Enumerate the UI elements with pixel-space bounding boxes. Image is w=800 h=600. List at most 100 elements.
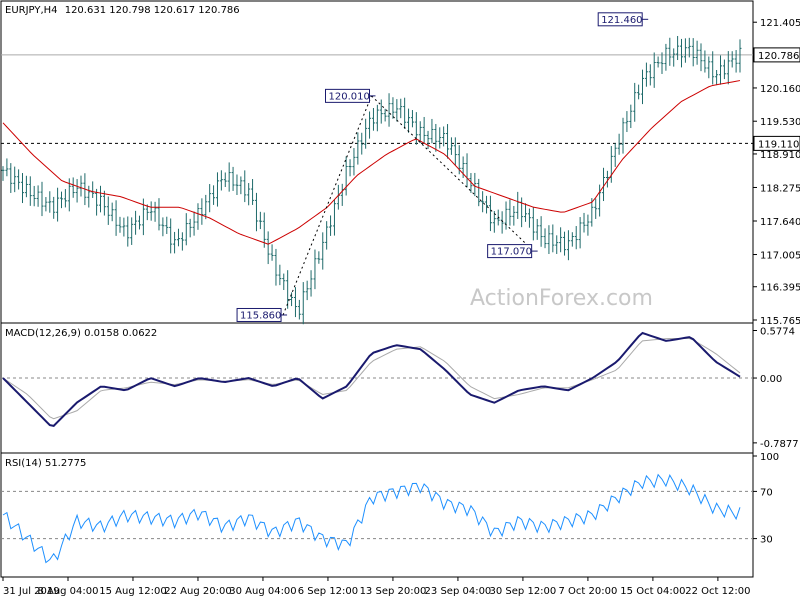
price-tick-label: 115.765 (760, 316, 800, 327)
price-candle (683, 38, 687, 63)
time-tick-label: 22 Aug 20:00 (164, 586, 231, 597)
price-candle (13, 166, 17, 193)
price-candle (578, 217, 582, 249)
price-candle (266, 231, 270, 265)
price-candle (399, 98, 403, 119)
price-tick-label: 119.530 (760, 117, 800, 128)
price-candle (59, 191, 63, 209)
price-candle (145, 204, 149, 221)
price-candle (305, 280, 309, 301)
price-candle (438, 127, 442, 149)
price-candle (251, 179, 255, 205)
time-tick-label: 30 Sep 12:00 (490, 586, 557, 597)
annotation-label: 120.010 (329, 91, 370, 102)
price-candle (488, 195, 492, 232)
price-candle (594, 198, 598, 219)
price-candle (32, 185, 36, 207)
price-candle (707, 56, 711, 79)
price-candle (481, 191, 485, 213)
pivot-annotation: 115.860 (236, 307, 288, 322)
price-candle (173, 231, 177, 254)
price-candle (344, 156, 348, 196)
pivot-annotation: 117.070 (487, 244, 538, 259)
time-tick-label: 7 Oct 20:00 (558, 586, 617, 597)
pivot-annotation: 121.460 (597, 12, 649, 27)
price-candle (375, 104, 379, 132)
price-candle (395, 99, 399, 122)
time-tick-label: 23 Sep 04:00 (425, 586, 492, 597)
price-candle (524, 203, 528, 222)
price-candle (348, 159, 352, 177)
price-panel-title: EURJPY,H4 120.631 120.798 120.617 120.78… (5, 5, 240, 16)
price-candle (301, 282, 305, 325)
price-candle (56, 187, 60, 222)
time-tick-label: 31 Jul 2019 (3, 586, 60, 597)
rsi-tick-label: 100 (760, 452, 779, 463)
price-candle (570, 232, 574, 247)
price-candle (629, 104, 633, 129)
pivot-annotation: 120.010 (325, 88, 376, 103)
rsi-panel-title: RSI(14) 51.2775 (5, 458, 86, 469)
price-candle (235, 174, 239, 195)
price-candle (231, 166, 235, 191)
symbol-label: EURJPY,H4 (5, 5, 58, 16)
price-candle (48, 191, 52, 213)
price-candle (368, 111, 372, 139)
price-candle (79, 175, 83, 197)
price-candle (110, 202, 114, 222)
price-candle (313, 249, 317, 290)
axis-layer: 121.405 120.160 119.530 118.910 118.275 117.6… (2, 18, 800, 597)
time-tick-label: 15 Oct 04:00 (620, 586, 685, 597)
price-candle (20, 173, 24, 204)
ohlc-readout: 120.631 120.798 120.617 120.786 (65, 5, 240, 16)
price-candle (660, 52, 664, 74)
price-candle (648, 64, 652, 86)
price-candle (258, 211, 262, 230)
price-candle (290, 292, 294, 307)
price-candle (130, 217, 134, 245)
price-candle (161, 217, 165, 237)
price-candle (134, 210, 138, 235)
watermark: ActionForex.com (470, 286, 653, 311)
macd-tick-label: -0.7877 (760, 439, 799, 450)
price-candle (508, 199, 512, 226)
price-candle (453, 137, 457, 166)
price-candle (738, 39, 742, 73)
price-candle (449, 137, 453, 155)
price-candle (196, 203, 200, 230)
price-candle (223, 172, 227, 188)
time-tick-label: 6 Sep 12:00 (298, 586, 358, 597)
price-candle (379, 99, 383, 124)
annotation-label: 121.460 (601, 15, 642, 26)
macd-tick-label: 0.00 (760, 374, 782, 385)
price-candle (722, 59, 726, 80)
price-candle (40, 181, 44, 217)
price-candle (391, 97, 395, 119)
price-candle (621, 117, 625, 154)
price-candle (98, 185, 102, 213)
price-candle (637, 84, 641, 100)
price-candle (605, 170, 609, 188)
price-candle (126, 216, 130, 247)
price-candle (387, 93, 391, 127)
time-tick-label: 22 Oct 12:00 (685, 586, 750, 597)
price-candle (282, 273, 286, 291)
price-candle (106, 196, 110, 225)
last-price-tag (753, 47, 800, 63)
price-candle (586, 214, 590, 236)
price-candle (672, 48, 676, 67)
price-candle (176, 228, 180, 247)
price-candle (356, 132, 360, 165)
price-candle (680, 38, 684, 68)
price-candle (200, 198, 204, 225)
price-candle (551, 224, 555, 253)
rsi-line (2, 473, 741, 564)
price-tick-label: 120.160 (760, 84, 800, 95)
price-candle (383, 108, 387, 122)
price-tick-label: 121.405 (760, 18, 800, 29)
price-candle (695, 40, 699, 65)
price-candle (75, 179, 79, 203)
annotation-label: 115.860 (240, 310, 281, 321)
price-candle (535, 218, 539, 240)
